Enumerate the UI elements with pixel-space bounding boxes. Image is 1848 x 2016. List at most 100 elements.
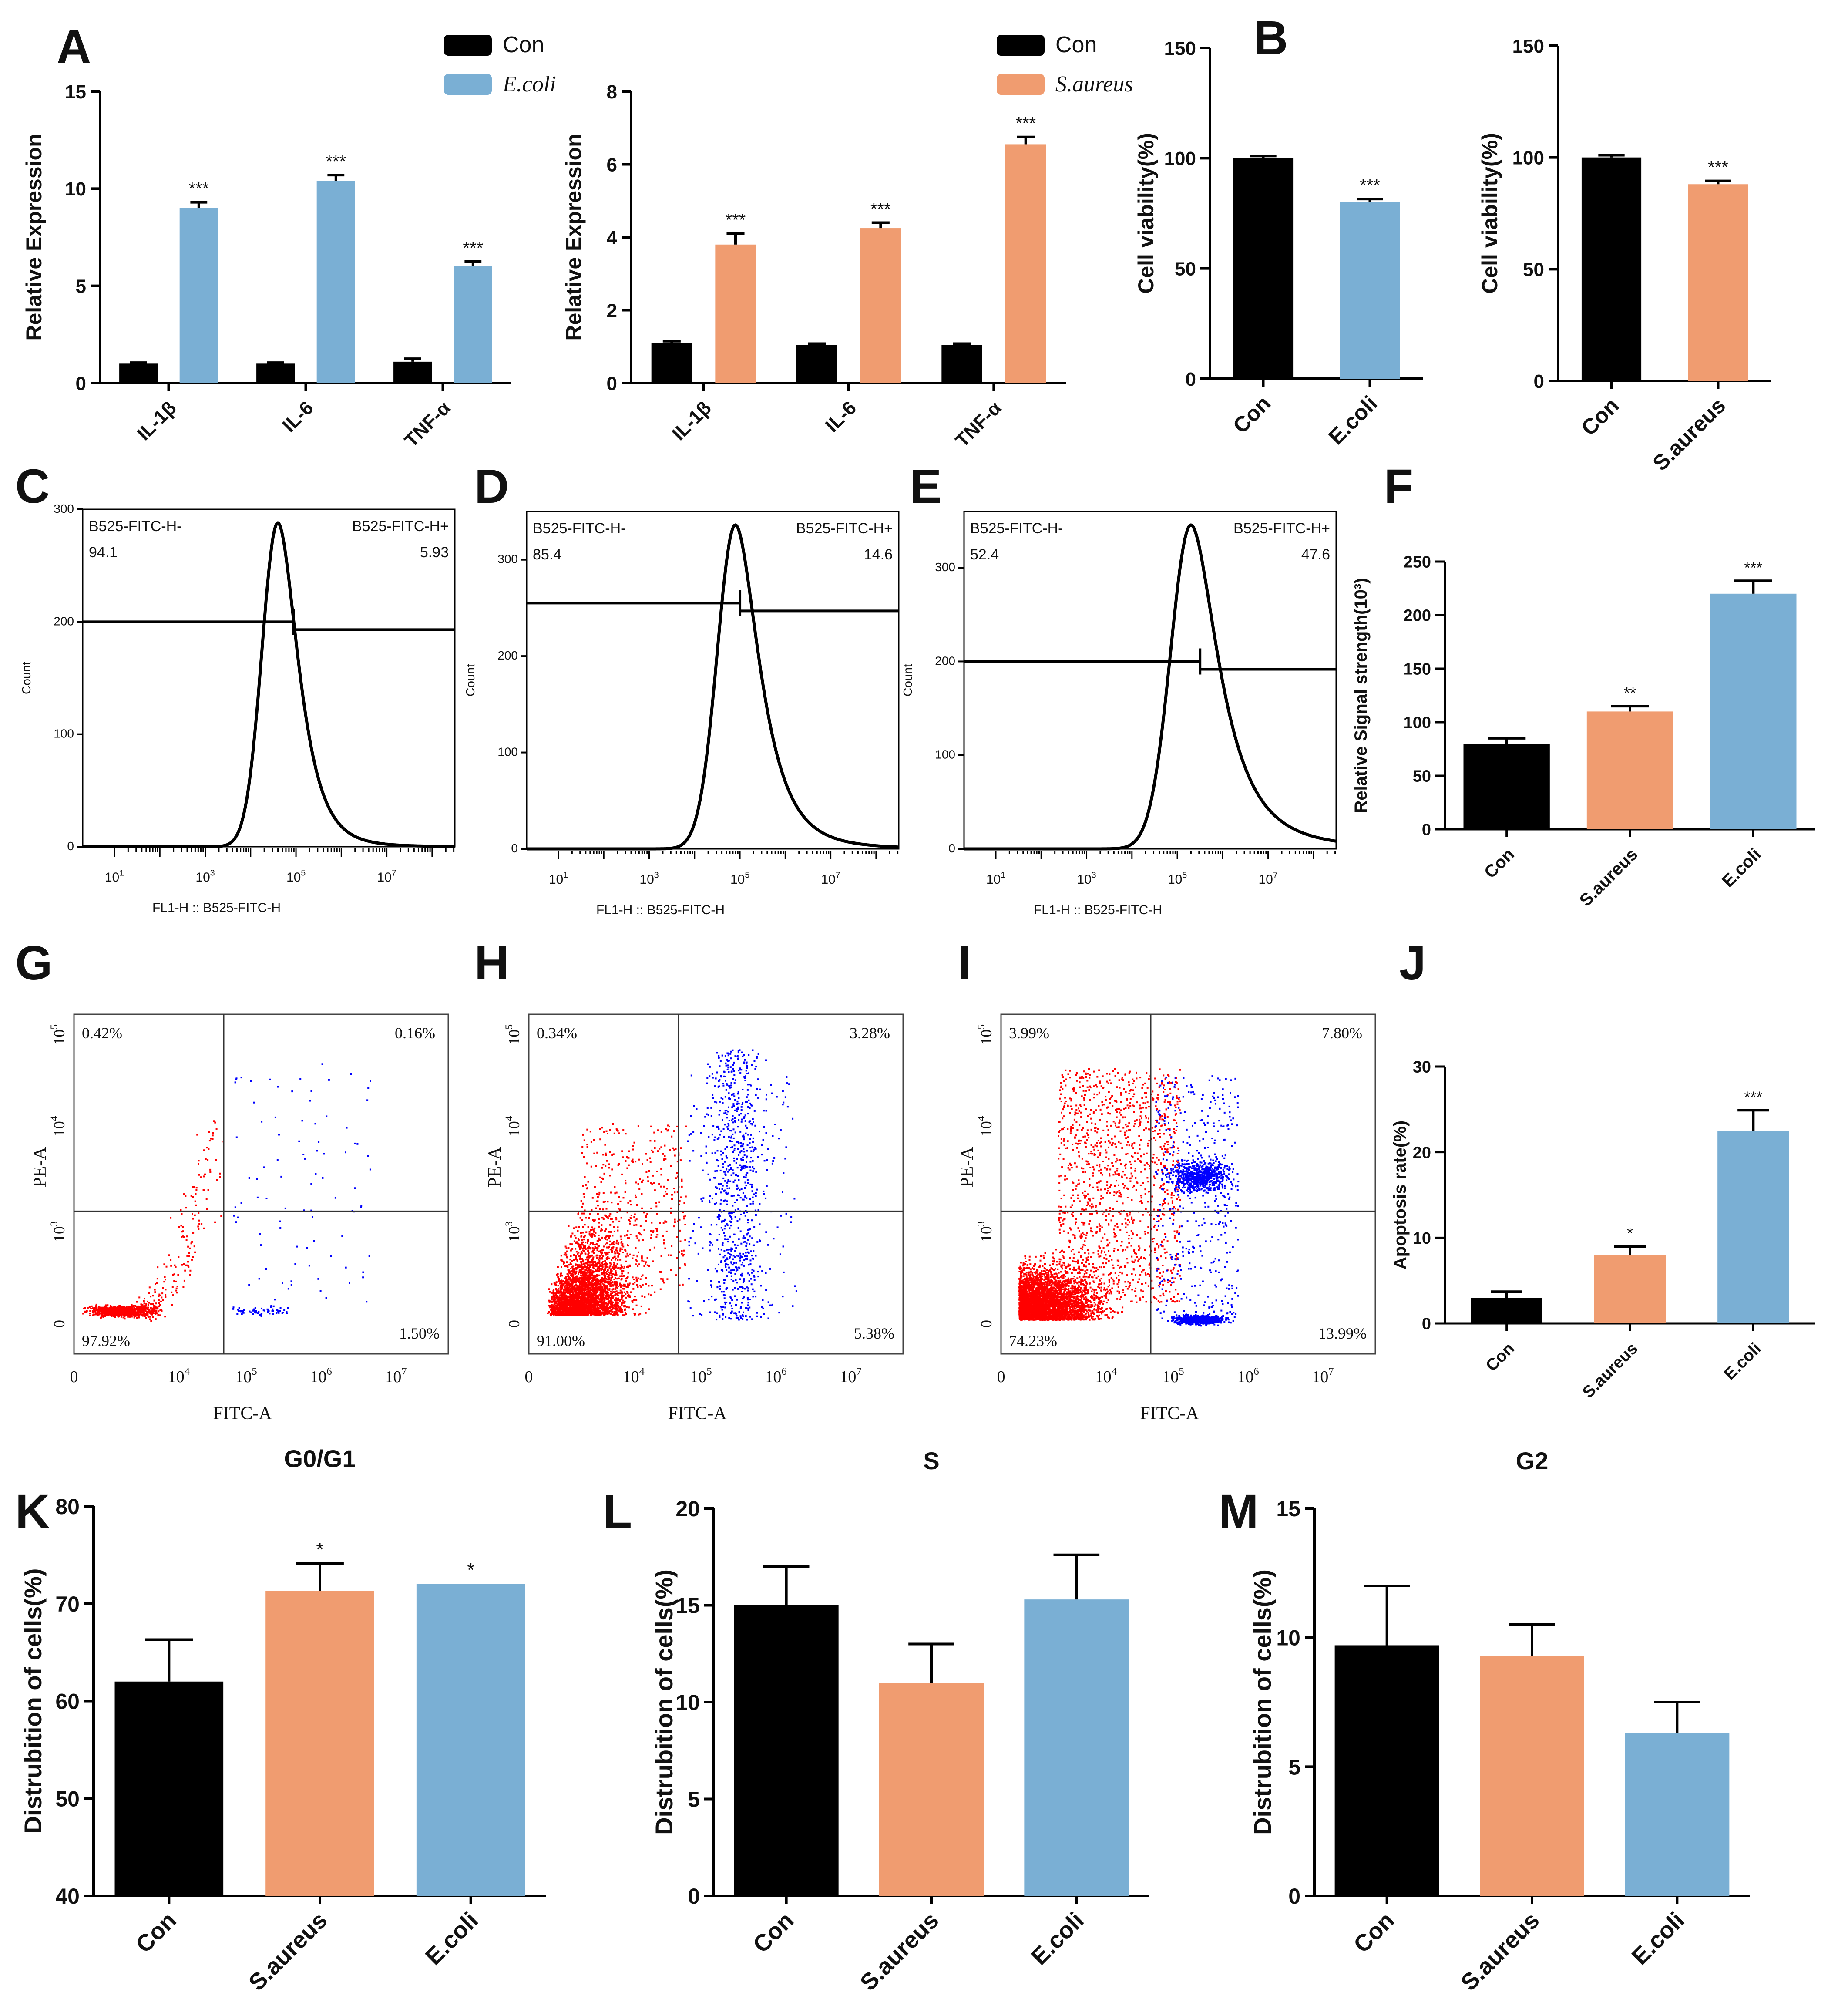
event-dot: [601, 1306, 603, 1308]
event-dot: [622, 1275, 624, 1277]
event-dot: [586, 1162, 588, 1165]
event-dot: [679, 1267, 681, 1269]
event-dot: [604, 1306, 606, 1308]
event-dot: [600, 1284, 602, 1286]
event-dot: [591, 1287, 594, 1289]
event-dot: [598, 1266, 600, 1268]
x-tick-label: 101: [105, 868, 124, 885]
event-dot: [601, 1249, 603, 1251]
bar: [1710, 593, 1797, 829]
event-dot: [590, 1242, 592, 1244]
event-dot: [119, 1310, 121, 1312]
event-dot: [584, 1235, 586, 1237]
event-dot: [581, 1264, 583, 1266]
event-dot: [591, 1311, 594, 1313]
event-dot: [326, 1115, 328, 1117]
event-dot: [566, 1281, 568, 1283]
event-dot: [567, 1304, 569, 1306]
event-dot: [321, 1063, 323, 1065]
event-dot: [589, 1303, 591, 1305]
event-dot: [592, 1259, 594, 1261]
event-dot: [570, 1255, 572, 1257]
event-dot: [86, 1311, 88, 1313]
event-dot: [278, 1134, 280, 1136]
event-dot: [565, 1276, 568, 1279]
event-dot: [612, 1273, 614, 1275]
x-axis-label: FL1-H :: B525-FITC-H: [152, 901, 281, 915]
event-dot: [155, 1306, 157, 1308]
event-dot: [594, 1244, 596, 1246]
event-dot: [617, 1304, 619, 1306]
event-dot: [133, 1311, 135, 1313]
event-dot: [203, 1175, 205, 1178]
event-dot: [589, 1255, 591, 1258]
event-dot: [163, 1281, 165, 1283]
event-dot: [610, 1282, 612, 1284]
event-dot: [206, 1208, 208, 1210]
event-dot: [568, 1282, 571, 1285]
event-dot: [583, 1196, 585, 1198]
x-axis-label: FL1-H :: B525-FITC-H: [1034, 903, 1162, 917]
event-dot: [92, 1310, 94, 1313]
event-dot: [564, 1308, 567, 1310]
y-tick-label: 0: [948, 841, 955, 855]
event-dot: [212, 1138, 214, 1140]
event-dot: [602, 1289, 604, 1291]
event-dot: [579, 1288, 581, 1290]
event-dot: [635, 1263, 637, 1265]
event-dot: [186, 1255, 188, 1257]
event-dot: [645, 1216, 647, 1218]
event-dot: [601, 1304, 603, 1306]
event-dot: [581, 1276, 584, 1279]
event-dot: [370, 1080, 371, 1082]
event-dot: [596, 1249, 598, 1252]
event-dot: [186, 1235, 188, 1238]
event-dot: [149, 1318, 151, 1320]
panel-label-e: E: [910, 460, 941, 513]
event-dot: [596, 1247, 598, 1249]
event-dot: [112, 1308, 114, 1310]
event-dot: [548, 1299, 550, 1302]
event-dot: [606, 1276, 608, 1277]
event-dot: [606, 1271, 608, 1273]
event-dot: [601, 1290, 603, 1292]
y-tick-label: 103: [49, 1221, 68, 1242]
event-dot: [605, 1235, 608, 1237]
event-dot: [131, 1312, 133, 1314]
event-dot: [623, 1302, 625, 1304]
event-dot: [118, 1312, 121, 1313]
event-dot: [576, 1284, 578, 1286]
event-dot: [290, 1284, 292, 1286]
event-dot: [272, 1313, 274, 1315]
event-dot: [611, 1301, 613, 1303]
event-dot: [632, 1301, 634, 1303]
event-dot: [571, 1279, 574, 1281]
event-dot: [596, 1295, 598, 1296]
event-dot: [560, 1272, 562, 1275]
event-dot: [287, 1288, 289, 1290]
event-dot: [561, 1281, 563, 1283]
event-dot: [577, 1230, 579, 1232]
event-dot: [593, 1248, 595, 1250]
event-dot: [597, 1309, 599, 1311]
event-dot: [235, 1078, 237, 1080]
event-dot: [604, 1230, 606, 1232]
event-dot: [557, 1276, 559, 1278]
panel-label-c: C: [15, 460, 50, 513]
event-dot: [619, 1282, 621, 1285]
event-dot: [615, 1312, 617, 1314]
y-tick-label: 0: [607, 373, 617, 394]
event-dot: [578, 1297, 580, 1299]
event-dot: [585, 1298, 587, 1300]
event-dot: [609, 1309, 611, 1312]
event-dot: [583, 1236, 585, 1239]
event-dot: [150, 1307, 152, 1309]
event-dot: [107, 1315, 109, 1316]
event-dot: [142, 1313, 144, 1314]
event-dot: [112, 1313, 114, 1315]
event-dot: [571, 1305, 573, 1307]
x-tick-label: 106: [310, 1366, 332, 1386]
event-dot: [575, 1226, 578, 1228]
event-dot: [594, 1297, 596, 1299]
